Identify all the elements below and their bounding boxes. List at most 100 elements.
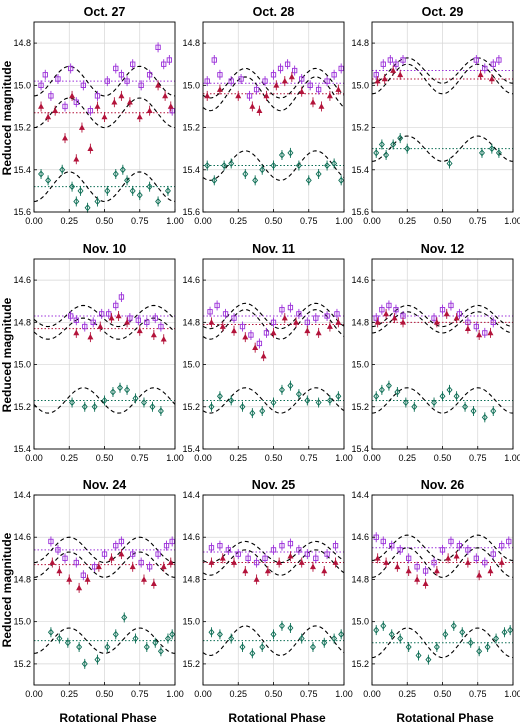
data-point bbox=[394, 561, 401, 572]
data-point bbox=[331, 633, 338, 644]
data-point bbox=[467, 637, 474, 648]
x-tick-label: 0.00 bbox=[194, 216, 212, 226]
data-point bbox=[99, 308, 105, 319]
y-tick-label: 15.6 bbox=[182, 207, 200, 217]
data-point bbox=[448, 300, 454, 311]
data-point bbox=[136, 112, 143, 122]
data-point bbox=[69, 397, 76, 408]
y-tick-label: 15.2 bbox=[13, 402, 31, 412]
data-point bbox=[476, 330, 483, 340]
data-point bbox=[456, 540, 463, 551]
data-point bbox=[94, 90, 101, 101]
data-point bbox=[77, 185, 84, 196]
data-point bbox=[91, 561, 98, 572]
x-axis-label-col-3: Rotational Phase bbox=[396, 711, 494, 725]
x-tick-label: 0.25 bbox=[60, 216, 78, 226]
x-tick-label: 0.25 bbox=[229, 216, 247, 226]
data-point bbox=[219, 553, 226, 564]
data-point bbox=[478, 147, 485, 158]
data-point bbox=[383, 150, 390, 160]
data-point bbox=[456, 308, 463, 319]
data-point bbox=[380, 59, 386, 70]
data-point bbox=[118, 549, 125, 560]
data-point bbox=[256, 338, 263, 349]
data-point bbox=[55, 74, 61, 84]
model-curve bbox=[33, 171, 176, 202]
data-point bbox=[249, 101, 256, 112]
data-point bbox=[56, 633, 63, 644]
data-point bbox=[326, 90, 333, 101]
y-tick-label: 15.2 bbox=[182, 402, 200, 412]
data-point bbox=[127, 313, 133, 324]
data-point bbox=[157, 646, 164, 657]
x-tick-label: 0.50 bbox=[265, 453, 283, 463]
y-tick-label: 15.4 bbox=[351, 165, 369, 175]
data-point bbox=[214, 300, 220, 311]
data-point bbox=[59, 164, 66, 175]
data-point bbox=[332, 540, 339, 551]
data-point bbox=[119, 164, 126, 175]
x-tick-label: 0.50 bbox=[96, 689, 114, 699]
data-point bbox=[470, 406, 477, 416]
data-point bbox=[270, 397, 277, 408]
data-point bbox=[140, 397, 147, 408]
data-point bbox=[101, 395, 108, 406]
data-point bbox=[158, 321, 164, 332]
data-point bbox=[284, 59, 291, 70]
data-point bbox=[76, 582, 83, 593]
data-point bbox=[315, 327, 322, 338]
data-point bbox=[318, 101, 325, 112]
x-tick-label: 0.25 bbox=[229, 453, 247, 463]
data-point bbox=[56, 566, 63, 576]
x-tick-label: 0.75 bbox=[131, 689, 149, 699]
data-point bbox=[433, 566, 440, 576]
data-point bbox=[132, 633, 139, 644]
data-point bbox=[414, 574, 421, 585]
data-point bbox=[160, 561, 167, 572]
data-point bbox=[383, 557, 390, 568]
data-point bbox=[473, 321, 479, 332]
data-point bbox=[42, 69, 48, 80]
y-tick-label: 15.2 bbox=[182, 123, 200, 133]
y-tick-label: 14.8 bbox=[351, 574, 369, 584]
x-tick-label: 0.50 bbox=[96, 216, 114, 226]
y-tick-label: 15.0 bbox=[13, 617, 31, 627]
data-point bbox=[231, 557, 238, 568]
data-point bbox=[305, 175, 312, 186]
data-point bbox=[262, 553, 268, 564]
y-tick-label: 14.8 bbox=[13, 317, 31, 327]
data-point bbox=[208, 317, 215, 328]
data-point bbox=[252, 175, 259, 186]
data-point bbox=[321, 566, 328, 576]
data-point bbox=[490, 317, 496, 328]
data-point bbox=[385, 380, 392, 391]
data-point bbox=[152, 313, 158, 324]
data-point bbox=[38, 80, 44, 91]
data-point bbox=[204, 160, 211, 171]
data-point bbox=[393, 304, 399, 315]
data-point bbox=[238, 74, 244, 84]
data-point bbox=[332, 557, 339, 568]
data-point bbox=[425, 654, 432, 665]
data-point bbox=[374, 317, 381, 328]
data-point bbox=[242, 566, 249, 576]
data-point bbox=[138, 557, 144, 568]
data-point bbox=[482, 327, 488, 338]
data-point bbox=[68, 311, 74, 321]
data-point bbox=[48, 536, 54, 547]
data-point bbox=[270, 544, 277, 555]
data-point bbox=[335, 391, 342, 402]
y-tick-label: 15.4 bbox=[13, 444, 31, 454]
data-point bbox=[146, 561, 153, 572]
data-point bbox=[166, 55, 173, 65]
data-point bbox=[118, 69, 125, 80]
data-point bbox=[476, 646, 483, 657]
model-curve bbox=[371, 534, 514, 561]
light-curve-panel: 0.00 0.25 0.50 0.75 1.00 14.6 14.8 15.0 15.2 15.4… bbox=[351, 242, 520, 463]
data-point bbox=[81, 401, 88, 412]
data-point bbox=[415, 650, 422, 661]
y-tick-label: 15.0 bbox=[182, 80, 200, 90]
y-tick-label: 15.0 bbox=[182, 360, 200, 370]
data-point bbox=[281, 313, 288, 324]
data-point bbox=[390, 65, 397, 76]
